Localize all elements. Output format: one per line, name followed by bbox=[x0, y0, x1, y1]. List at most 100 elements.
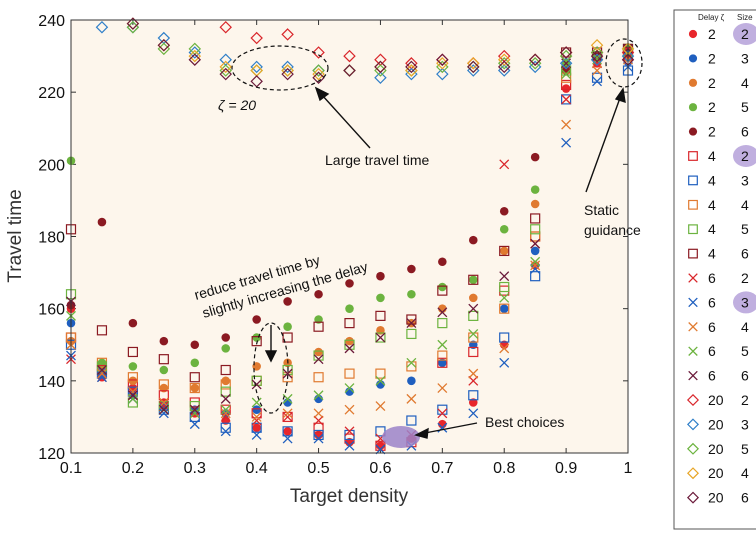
plot-frame bbox=[70, 19, 629, 454]
data-point-d6-s3 bbox=[282, 433, 293, 444]
data-point-d2-s5 bbox=[221, 344, 230, 353]
data-point-d4-s6 bbox=[375, 310, 386, 321]
data-point-d2-s6 bbox=[345, 279, 354, 288]
data-point-d4-s4 bbox=[499, 303, 510, 314]
data-point-d6-s5 bbox=[530, 256, 541, 267]
data-point-d2-s5 bbox=[345, 304, 354, 313]
legend-size: 6 bbox=[741, 124, 749, 140]
data-point-d6-s3 bbox=[530, 264, 541, 274]
data-point-d6-s2 bbox=[561, 94, 572, 105]
legend-delay: 4 bbox=[708, 221, 716, 237]
data-point-d6-s2 bbox=[344, 426, 355, 437]
data-point-d2-s6 bbox=[530, 152, 540, 162]
data-point-d2-s6 bbox=[252, 315, 261, 324]
x-tick-label: 0.7 bbox=[431, 460, 453, 477]
y-tick-label: 180 bbox=[38, 230, 65, 247]
data-point-d6-s5 bbox=[127, 393, 138, 404]
data-point-d4-s6 bbox=[468, 274, 479, 285]
legend-delay: 4 bbox=[708, 197, 716, 213]
data-point-d6-s5 bbox=[313, 390, 324, 401]
data-point-d20-s2 bbox=[343, 49, 356, 63]
data-point-d2-s5 bbox=[190, 358, 200, 368]
data-point-d4-s6 bbox=[561, 47, 572, 58]
data-point-d2-s5 bbox=[407, 289, 416, 299]
data-point-d20-s2 bbox=[312, 46, 325, 59]
x-tick-label: 0.5 bbox=[307, 460, 329, 477]
data-point-d4-s4 bbox=[127, 372, 138, 383]
static-ellipse bbox=[605, 38, 643, 88]
data-point-d2-s5 bbox=[128, 362, 138, 371]
legend-delay: 4 bbox=[708, 246, 716, 262]
legend-delay: 6 bbox=[708, 270, 716, 286]
legend-marker bbox=[688, 297, 698, 308]
data-point-d4-s6 bbox=[96, 325, 108, 336]
x-tick-label: 0.3 bbox=[184, 460, 206, 477]
legend-marker bbox=[688, 103, 698, 112]
legend-delay: 4 bbox=[708, 172, 716, 188]
data-point-d4-s6 bbox=[313, 321, 324, 332]
x-tick-label: 0.2 bbox=[122, 460, 144, 477]
legend-size: 5 bbox=[741, 441, 749, 457]
legend-header-size: Size bbox=[737, 13, 753, 22]
data-point-d6-s4 bbox=[437, 383, 448, 394]
data-point-d6-s5 bbox=[251, 397, 262, 408]
legend-size: 3 bbox=[741, 50, 749, 66]
legend-size: 3 bbox=[741, 294, 749, 310]
data-point-d4-s3 bbox=[468, 390, 479, 401]
legend-size: 3 bbox=[741, 172, 749, 188]
legend-marker bbox=[688, 346, 698, 356]
data-point-d6-s6 bbox=[282, 368, 293, 379]
data-point-d4-s2 bbox=[468, 346, 479, 358]
legend-size: 2 bbox=[741, 148, 749, 164]
data-point-d20-s6 bbox=[590, 49, 604, 63]
data-point-d6-s5 bbox=[344, 383, 355, 394]
data-point-d4-s6 bbox=[499, 245, 510, 257]
data-point-d6-s2 bbox=[158, 401, 169, 412]
legend-marker bbox=[688, 78, 698, 87]
y-tick-label: 160 bbox=[38, 302, 65, 319]
data-point-d2-s4 bbox=[469, 293, 478, 303]
data-point-d6-s6 bbox=[375, 332, 386, 343]
legend-size: 4 bbox=[741, 75, 749, 91]
data-point-d4-s4 bbox=[158, 379, 169, 390]
data-point-d6-s2 bbox=[220, 411, 231, 422]
data-point-d6-s2 bbox=[592, 58, 603, 69]
legend-highlights bbox=[733, 23, 756, 314]
legend-size: 4 bbox=[741, 319, 749, 335]
data-point-d4-s4 bbox=[189, 382, 200, 394]
plot-background bbox=[71, 20, 628, 453]
legend-delay: 20 bbox=[708, 490, 724, 506]
legend-marker bbox=[686, 418, 700, 431]
data-point-d2-s6 bbox=[159, 336, 169, 346]
data-point-d6-s5 bbox=[437, 339, 448, 350]
data-point-d6-s2 bbox=[437, 408, 448, 419]
data-point-d20-s6 bbox=[343, 64, 356, 77]
legend-delay: 20 bbox=[708, 441, 724, 457]
legend-delay: 4 bbox=[708, 148, 716, 164]
data-point-d2-s4 bbox=[190, 383, 200, 393]
data-point-d2-s4 bbox=[530, 199, 540, 209]
data-point-d20-s3 bbox=[250, 60, 263, 74]
legend-size: 4 bbox=[741, 197, 749, 213]
data-point-d4-s4 bbox=[344, 368, 355, 379]
data-point-d6-s6 bbox=[499, 271, 510, 282]
data-point-d2-s3 bbox=[407, 376, 416, 386]
zeta-label: ζ = 20 bbox=[218, 97, 256, 113]
data-point-d4-s3 bbox=[282, 426, 293, 437]
data-point-d20-s6 bbox=[436, 53, 449, 66]
legend-marker bbox=[686, 467, 700, 480]
data-point-d6-s6 bbox=[251, 379, 262, 390]
legend-marker bbox=[688, 151, 698, 161]
data-point-d4-s4 bbox=[530, 231, 541, 242]
data-point-d4-s6 bbox=[251, 336, 262, 347]
legend-size: 4 bbox=[741, 465, 749, 481]
data-point-d20-s4 bbox=[467, 57, 480, 70]
data-point-d6-s3 bbox=[375, 444, 386, 455]
legend-marker bbox=[688, 175, 698, 186]
data-point-d20-s4 bbox=[219, 60, 232, 74]
legend-delay: 20 bbox=[708, 416, 724, 432]
large-travel-label: Large travel time bbox=[325, 152, 429, 168]
data-point-d6-s4 bbox=[375, 401, 386, 412]
data-point-d4-s4 bbox=[437, 350, 448, 361]
data-point-d20-s6 bbox=[497, 60, 511, 74]
